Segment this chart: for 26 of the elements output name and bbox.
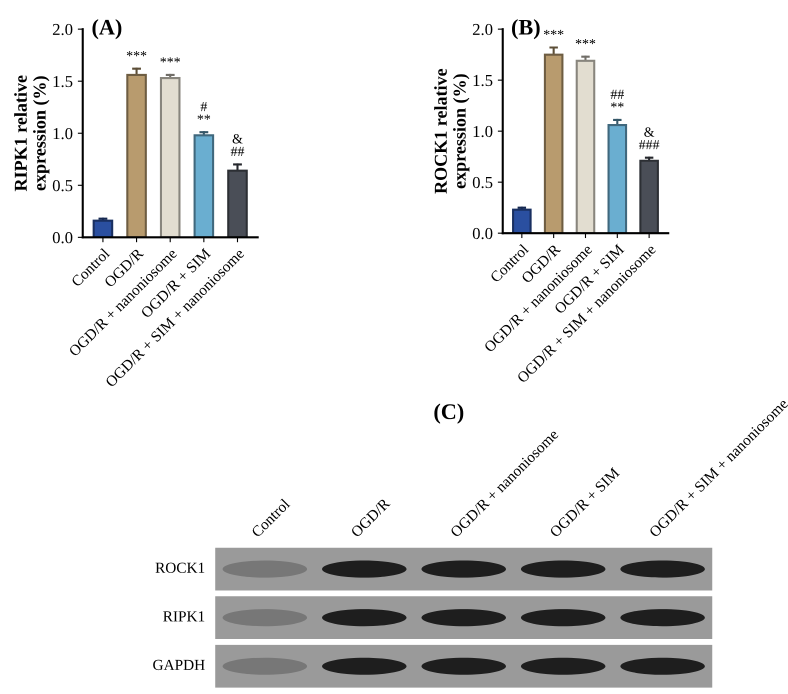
text: (C) [434,404,464,424]
annotation: ## ** [610,90,624,108]
y-tick-label: 0.0 [52,232,72,244]
y-tick-label: 2.0 [52,24,72,36]
annotation: # ** [198,102,210,120]
y-tick-label: 1.5 [54,76,72,88]
annotation: & ## [230,134,244,156]
annotation: *** [576,39,596,44]
y-tick-label: 2.0 [472,24,492,36]
annotation: *** [544,30,564,35]
y-tick-label: 1.5 [474,74,492,86]
y-axis-title: RIPK1 relative expression (%) [14,75,50,192]
y-tick-label: 1.0 [474,126,492,138]
y-tick-label: 1.0 [54,128,72,140]
annotation: *** [160,57,180,62]
annotation: & ### [638,127,660,150]
y-tick-label: 0.0 [472,228,492,240]
annotation: *** [126,51,146,56]
category-label: RIPK1 [163,611,204,622]
category-label: ROCK1 [156,562,204,573]
category-label: GAPDH [153,660,205,670]
chart-title: (A) [92,19,122,40]
y-axis-title: ROCK1 relative expression (%) [434,68,470,194]
y-tick-label: 0.5 [472,176,492,188]
y-tick-label: 0.5 [52,180,72,192]
chart-title: (B) [512,19,540,40]
